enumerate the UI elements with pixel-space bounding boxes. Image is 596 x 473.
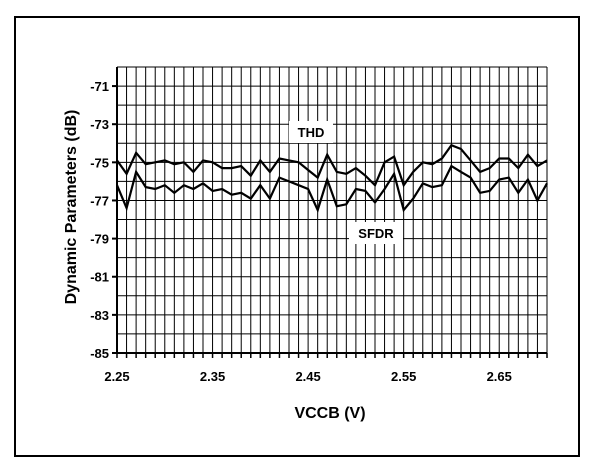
x-tick-label: 2.55 bbox=[391, 369, 416, 384]
labels-layer: THD SFDR bbox=[289, 121, 403, 244]
chart-frame bbox=[14, 16, 580, 457]
y-tick-label: -73 bbox=[90, 117, 109, 132]
y-tick-label: -83 bbox=[90, 308, 109, 323]
grid-layer bbox=[117, 66, 548, 353]
y-tick-label: -75 bbox=[90, 155, 109, 170]
series-label-background bbox=[349, 222, 403, 244]
series-layer bbox=[115, 143, 548, 214]
y-tick-label: -77 bbox=[90, 193, 109, 208]
y-tick-label: -85 bbox=[90, 346, 109, 361]
y-tick-label: -81 bbox=[90, 270, 109, 285]
x-axis-title: VCCB (V) bbox=[294, 405, 365, 422]
x-tick-label: 2.35 bbox=[200, 369, 225, 384]
series-line-sfdr bbox=[115, 164, 548, 214]
y-tick-label: -79 bbox=[90, 232, 109, 247]
x-tick-label: 2.65 bbox=[487, 369, 512, 384]
x-tick-label: 2.45 bbox=[295, 369, 320, 384]
axes-layer: -71 -73 -75 -77 -79 -81 -83 -85 2.25 2.35 2.45 2.55… bbox=[90, 67, 548, 384]
y-axis-title: Dynamic Parameters (dB) bbox=[63, 110, 80, 305]
x-tick-label: 2.25 bbox=[104, 369, 129, 384]
y-tick-label: -71 bbox=[90, 79, 109, 94]
series-line-thd bbox=[116, 143, 548, 188]
series-label-background bbox=[289, 121, 333, 143]
series-label-thd: THD bbox=[298, 125, 325, 140]
series-label-sfdr: SFDR bbox=[358, 226, 394, 241]
